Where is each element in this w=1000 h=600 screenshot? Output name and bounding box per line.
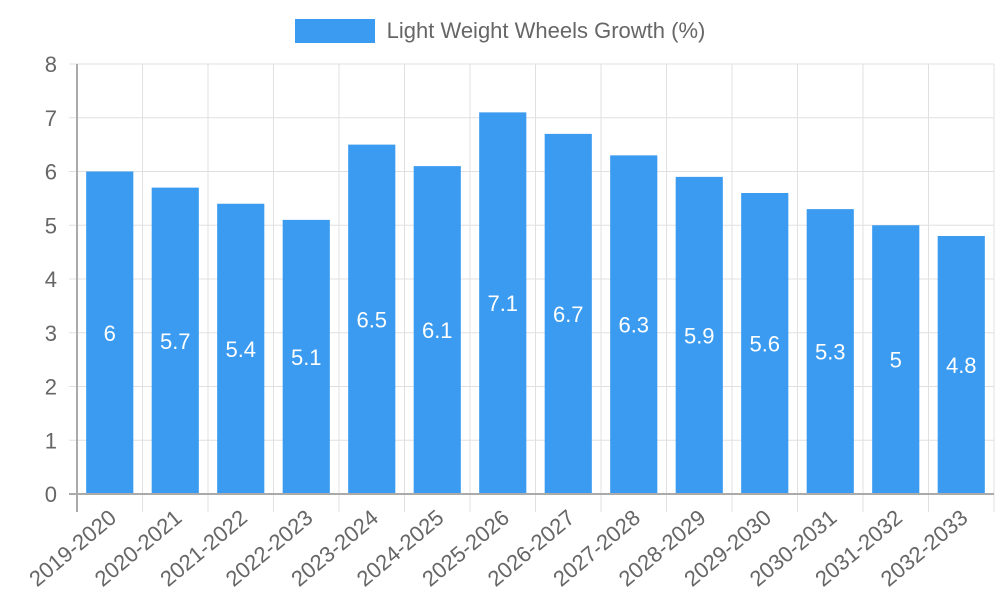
y-tick-label: 0 [45,482,57,507]
bar[interactable] [872,225,920,494]
bar-value-label: 6.7 [553,302,584,327]
bar-value-label: 5.4 [225,337,256,362]
bars: 6 5.7 5.4 5.1 6.5 6.1 7.1 6.7 6.3 5.9 5.6 5.3 5 4.8 [86,112,985,494]
legend-label: Light Weight Wheels Growth (%) [386,18,706,43]
bar-value-label: 5.1 [291,345,322,370]
y-tick-label: 8 [45,52,57,77]
y-tick-label: 2 [45,375,57,400]
y-tick-label: 7 [45,106,57,131]
y-axis-ticks: 0 1 2 3 4 5 6 7 8 [45,52,57,507]
bar-value-label: 5.6 [749,332,780,357]
bar[interactable] [610,155,658,494]
bar[interactable] [217,203,265,494]
bar-value-label: 6 [104,321,116,346]
legend-swatch[interactable] [294,19,375,43]
bar-value-label: 5.3 [815,340,846,365]
bar-value-label: 5 [890,348,902,373]
bar-value-label: 7.1 [487,291,518,316]
bar-value-label: 6.3 [618,313,649,338]
bar[interactable] [413,166,461,494]
x-axis-ticks: 2019-20202020-20212021-20222022-20232023… [24,505,972,592]
bar[interactable] [479,112,527,494]
y-tick-label: 4 [45,267,57,292]
axes [69,64,994,512]
y-tick-label: 5 [45,213,57,238]
gridlines [69,63,995,512]
y-tick-label: 3 [45,321,57,346]
chart-legend: Light Weight Wheels Growth (%) [0,18,1000,44]
y-tick-label: 6 [45,160,57,185]
bar[interactable] [348,144,396,494]
bar[interactable] [937,236,985,494]
bar[interactable] [806,209,854,494]
bar-value-label: 4.8 [946,353,977,378]
bar[interactable] [544,133,592,494]
bar-value-label: 6.5 [356,307,387,332]
bar[interactable] [675,176,723,494]
y-tick-label: 1 [45,428,57,453]
bar[interactable] [151,187,199,494]
bar-value-label: 6.1 [422,318,453,343]
bar[interactable] [282,219,330,494]
bar-value-label: 5.7 [160,329,191,354]
bar[interactable] [86,171,134,495]
bar-value-label: 5.9 [684,323,715,348]
bar[interactable] [741,193,789,494]
